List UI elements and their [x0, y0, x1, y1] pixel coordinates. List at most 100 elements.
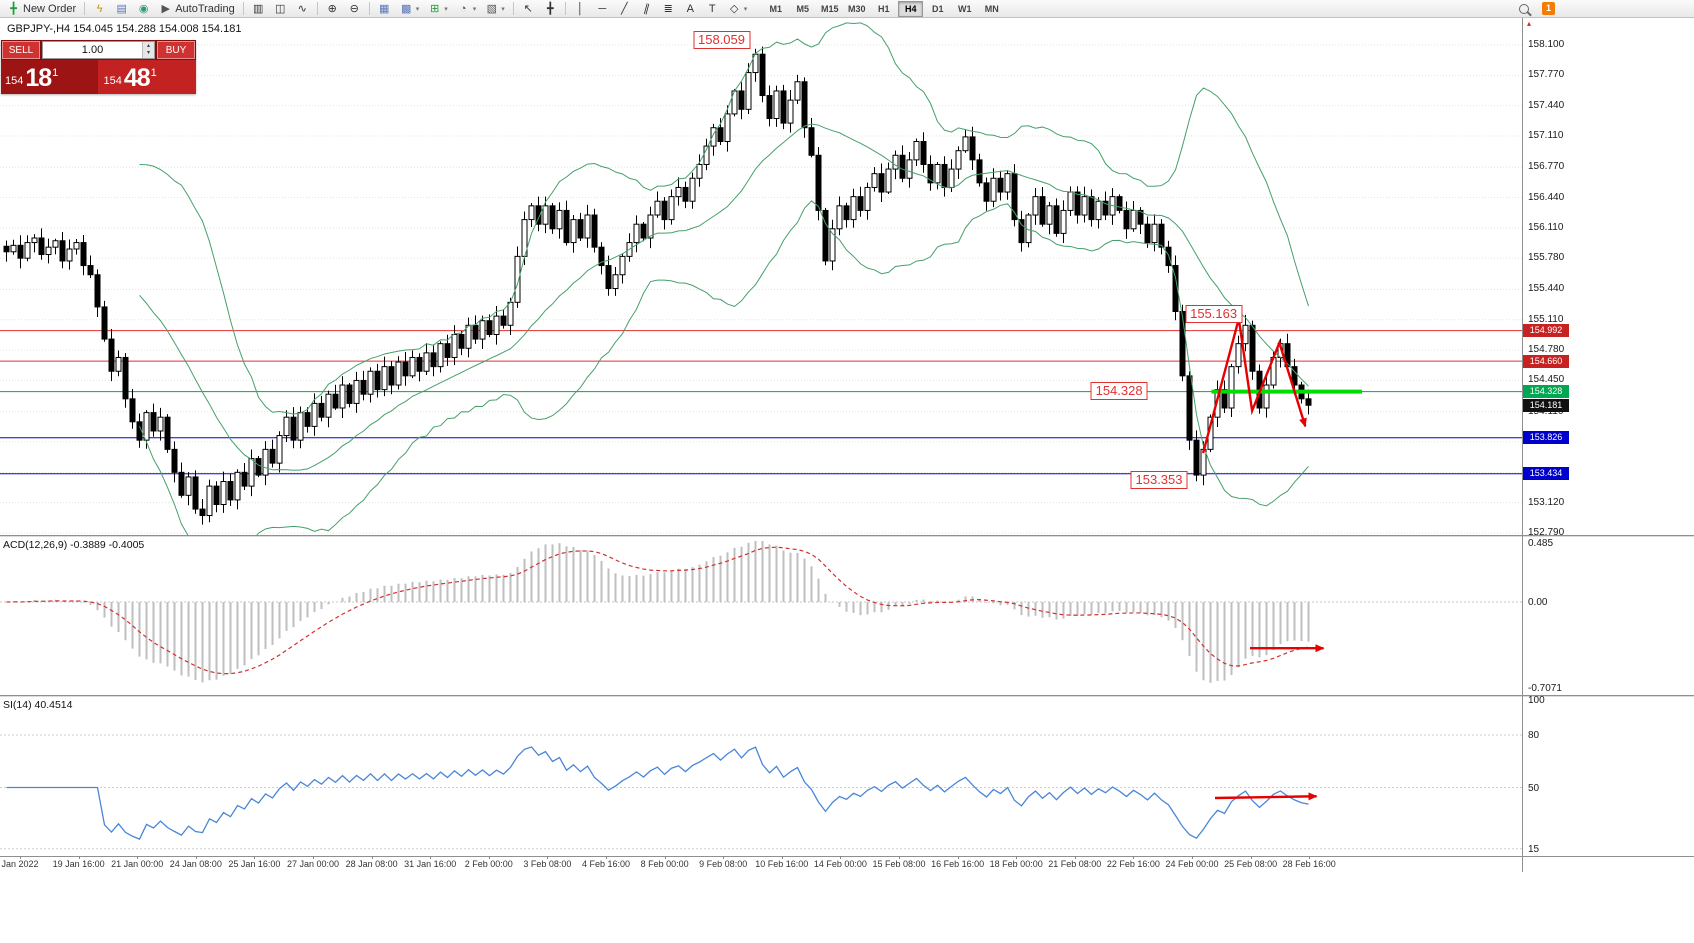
fibonacci-button[interactable]: ≣	[658, 1, 679, 17]
timeframe-button-d1[interactable]: D1	[932, 3, 944, 14]
toolbar-separator	[316, 2, 318, 15]
price-axis-label: 152.790	[1528, 526, 1565, 538]
price-callout: 153.353	[1130, 470, 1188, 489]
new-order-label: New Order	[23, 2, 77, 15]
time-axis-tick	[195, 856, 197, 859]
timeframe-button-h1[interactable]: H1	[878, 3, 890, 14]
ask-price[interactable]: 154 48 1	[97, 60, 196, 94]
rsi-indicator-canvas[interactable]	[0, 697, 1522, 856]
time-axis-tick	[899, 856, 900, 859]
vertical-line-button[interactable]: │	[570, 1, 591, 17]
cascade-windows-icon: ▩	[401, 2, 412, 15]
timeframe-button-m1[interactable]: M1	[769, 3, 783, 14]
zoom-out-button[interactable]: ⊖	[344, 1, 365, 17]
time-axis-tick	[1133, 856, 1135, 859]
text-label-button[interactable]: T	[702, 1, 723, 17]
price-callout: 158.059	[693, 31, 750, 50]
time-axis-tick	[840, 856, 842, 859]
horizontal-line-button[interactable]: ─	[592, 1, 613, 17]
volume-up-icon[interactable]: ▴	[146, 43, 150, 49]
fibonacci-icon: ≣	[663, 2, 673, 15]
documents-icon: ▤	[116, 2, 127, 15]
panel-separator[interactable]	[0, 695, 1694, 697]
volume-value[interactable]: 1.00	[81, 44, 104, 56]
buy-button[interactable]: BUY	[157, 41, 195, 59]
autotrading-button[interactable]: ▶ AutoTrading	[155, 1, 239, 17]
macd-axis-label: 0.00	[1528, 597, 1548, 608]
new-order-button[interactable]: ╋ New Order	[3, 1, 80, 17]
lightning-icon: ϟ	[96, 2, 103, 15]
price-axis-label: 154.780	[1528, 344, 1565, 356]
time-axis-tick	[547, 856, 549, 859]
expert-advisors-button[interactable]: ϟ	[89, 1, 110, 17]
price-level-tag: 154.992	[1523, 324, 1569, 338]
text-button[interactable]: A	[680, 1, 701, 17]
crosshair-icon: ╋	[546, 2, 554, 15]
ask-main-digits: 48	[123, 64, 151, 92]
cascade-windows-button[interactable]: ▩ ▾	[396, 1, 424, 17]
search-icon[interactable]	[1519, 4, 1529, 14]
timeframe-button-m30[interactable]: M30	[848, 3, 866, 14]
line-chart-button[interactable]: ∿	[292, 1, 313, 17]
bid-prefix: 154	[5, 75, 24, 87]
cursor-button[interactable]: ↖	[518, 1, 539, 17]
time-axis-tick	[781, 856, 783, 859]
time-axis-label: 25 Jan 16:00	[228, 859, 281, 869]
price-axis-label: 155.110	[1528, 313, 1564, 325]
indicators-button[interactable]: ⊞ ▾	[424, 1, 452, 17]
last-price-tag: 154.181	[1523, 398, 1569, 412]
sell-button[interactable]: SELL	[2, 41, 40, 59]
market-button[interactable]: ▤	[111, 1, 132, 17]
indicators-icon: ⊞	[430, 2, 440, 15]
price-level-tag: 154.660	[1523, 354, 1569, 368]
price-axis-label: 156.770	[1528, 161, 1565, 173]
time-axis-tick	[606, 856, 607, 859]
volume-down-icon[interactable]: ▾	[146, 50, 150, 56]
price-level-tag: 153.826	[1523, 431, 1569, 445]
axis-scroll-marker-icon[interactable]: ▴	[1527, 19, 1532, 28]
timeframe-button-m5[interactable]: M5	[796, 3, 810, 14]
time-axis[interactable]	[0, 856, 1694, 872]
time-axis-tick	[78, 856, 80, 859]
shapes-button[interactable]: ◇ ▾	[724, 1, 752, 17]
bar-chart-button[interactable]: ▥	[248, 1, 269, 17]
new-order-icon: ╋	[10, 2, 17, 15]
alerts-button[interactable]: ◉	[133, 1, 154, 17]
time-axis-label: 4 Feb 16:00	[581, 859, 631, 869]
time-axis-label: 8 Feb 00:00	[640, 859, 689, 869]
time-axis-tick	[1016, 856, 1018, 859]
candlestick-chart-button[interactable]: ◫	[270, 1, 291, 17]
crosshair-button[interactable]: ╋	[540, 1, 561, 17]
rsi-axis-label: 15	[1528, 843, 1540, 855]
price-axis-label: 155.440	[1528, 283, 1565, 295]
vertical-line-icon: │	[576, 2, 584, 15]
time-axis-label: 31 Jan 16:00	[404, 859, 457, 869]
time-axis-label: 25 Feb 08:00	[1224, 859, 1278, 869]
price-axis-label: 158.100	[1528, 39, 1565, 50]
price-chart-canvas[interactable]	[0, 18, 1522, 535]
volume-spin-buttons[interactable]: ▴ ▾	[142, 42, 154, 58]
tile-windows-button[interactable]: ▦	[374, 1, 395, 17]
zoom-in-button[interactable]: ⊕	[322, 1, 343, 17]
timeframe-button-mn[interactable]: MN	[984, 3, 999, 14]
cursor-icon: ↖	[523, 2, 533, 15]
equidistant-channel-button[interactable]: ∥	[636, 1, 657, 17]
timeframe-button-w1[interactable]: W1	[958, 3, 972, 14]
rsi-axis-label: 80	[1528, 730, 1540, 741]
price-axis-label: 157.440	[1528, 99, 1565, 111]
time-axis-label: 28 Jan 08:00	[345, 859, 398, 869]
macd-indicator-canvas[interactable]	[0, 537, 1522, 695]
trendline-button[interactable]: ╱	[614, 1, 635, 17]
bid-price[interactable]: 154 18 1	[1, 60, 98, 94]
periods-button[interactable]: ◔ ▾	[453, 1, 481, 17]
rsi-axis-label: 100	[1528, 695, 1545, 706]
time-axis-label: 24 Jan 08:00	[169, 859, 222, 869]
panel-separator[interactable]	[0, 535, 1694, 537]
timeframe-button-h4[interactable]: H4	[898, 0, 924, 17]
templates-button[interactable]: ▧ ▾	[481, 1, 509, 17]
volume-stepper[interactable]: 1.00 ▴ ▾	[42, 41, 155, 59]
notification-badge[interactable]: 1	[1542, 2, 1556, 15]
price-level-tag: 153.434	[1523, 467, 1569, 481]
price-axis-label: 157.770	[1528, 69, 1565, 81]
timeframe-button-m15[interactable]: M15	[821, 3, 839, 14]
